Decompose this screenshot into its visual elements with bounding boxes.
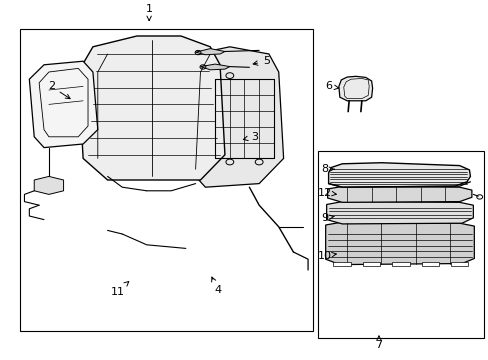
Text: 7: 7 bbox=[375, 336, 382, 350]
Text: 4: 4 bbox=[211, 277, 221, 295]
Text: 5: 5 bbox=[253, 56, 269, 66]
Bar bbox=[20, 29, 312, 331]
Bar bbox=[215, 79, 273, 158]
Text: 3: 3 bbox=[243, 132, 257, 142]
Polygon shape bbox=[328, 163, 469, 187]
Polygon shape bbox=[29, 61, 98, 148]
Polygon shape bbox=[34, 176, 63, 194]
Polygon shape bbox=[325, 222, 473, 265]
Text: 9: 9 bbox=[321, 213, 334, 223]
Polygon shape bbox=[327, 186, 471, 202]
Text: 2: 2 bbox=[48, 81, 70, 99]
Text: 12: 12 bbox=[318, 188, 336, 198]
Text: 11: 11 bbox=[110, 282, 128, 297]
Text: 10: 10 bbox=[318, 251, 336, 261]
Polygon shape bbox=[200, 64, 229, 70]
Polygon shape bbox=[338, 76, 372, 101]
Text: 1: 1 bbox=[145, 4, 152, 21]
Bar bbox=[391, 262, 409, 266]
Polygon shape bbox=[195, 49, 224, 55]
Bar bbox=[421, 262, 438, 266]
Polygon shape bbox=[78, 36, 224, 180]
Text: 8: 8 bbox=[321, 164, 334, 174]
Bar bbox=[333, 262, 350, 266]
Polygon shape bbox=[326, 202, 472, 224]
Bar bbox=[362, 262, 380, 266]
Bar bbox=[317, 151, 483, 338]
Text: 6: 6 bbox=[325, 81, 338, 91]
Bar bbox=[450, 262, 468, 266]
Polygon shape bbox=[181, 47, 283, 187]
